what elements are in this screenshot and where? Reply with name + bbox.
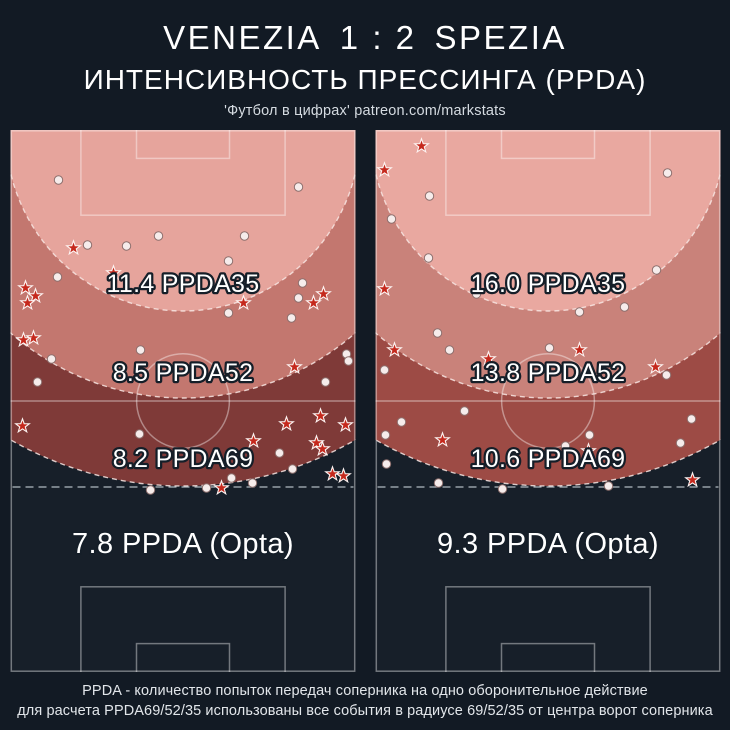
zone-label-ppda69: 8.2 PPDA69 [112,445,253,473]
footer-notes: PPDA - количество попыток передач соперн… [0,681,730,721]
chart-subtitle: ИНТЕНСИВНОСТЬ ПРЕССИНГА (PPDA) [83,64,647,95]
pass-dot [459,406,469,416]
pass-dot [603,481,613,491]
pitch-panels: 11.4 PPDA35 8.5 PPDA52 8.2 PPDA69 7.8 PP… [0,130,730,672]
pass-dot [226,473,236,483]
centre-circle [500,353,595,449]
pass-dot [121,241,131,251]
pass-dot [661,370,671,380]
pass-dot [239,231,249,241]
pass-dot [46,354,56,364]
away-team-name: SPEZIA [434,19,567,56]
pass-dot [135,345,145,355]
pass-dot [153,231,163,241]
zone-35m [10,130,355,311]
markers-layer [376,138,700,494]
pass-dot [286,313,296,323]
header: VENEZIA 1 : 2 SPEZIA ИНТЕНСИВНОСТЬ ПРЕСС… [0,0,730,119]
pass-dot [396,417,406,427]
pitch-panel-venezia: 11.4 PPDA35 8.5 PPDA52 8.2 PPDA69 7.8 PP… [10,130,355,672]
pass-dot [32,377,42,387]
pass-dot [686,414,696,424]
pitch-markings [375,130,720,672]
goal-area-bottom [500,642,595,672]
pass-dot [134,429,144,439]
home-team-name: VENEZIA [163,19,322,56]
pass-dot [53,175,63,185]
pass-dot [497,484,507,494]
pass-dot [619,302,629,312]
pass-dot [444,345,454,355]
pass-dot [145,485,155,495]
ppda-definition-line: PPDA - количество попыток передач соперн… [82,683,648,699]
pass-dot [651,265,661,275]
pass-dot [201,483,211,493]
pass-dot [293,293,303,303]
zone-label-ppda52: 8.5 PPDA52 [112,359,253,387]
pass-dot [247,478,257,488]
zone-label-ppda35: 11.4 PPDA35 [106,270,259,298]
penalty-area-bottom [444,586,651,672]
pass-dot [343,356,353,366]
goal-area-bottom [135,642,230,672]
pass-dot [560,441,570,451]
pass-dot [471,289,481,299]
pass-dot [223,308,233,318]
penalty-area-top [79,130,286,216]
credit-line: 'Футбол в цифрах' patreon.com/markstats [224,103,506,119]
pass-dot [320,377,330,387]
opta-ppda-label: 7.8 PPDA (Opta) [72,528,294,560]
zone-35m [375,130,720,311]
pass-dot [584,430,594,440]
match-score: 1 : 2 [339,19,417,56]
zone-boundaries [10,169,355,488]
opta-ppda-label: 9.3 PPDA (Opta) [437,528,659,560]
zone-label-ppda35: 16.0 PPDA35 [470,270,625,298]
pass-dot [675,438,685,448]
pass-dot [432,328,442,338]
pass-dot [424,191,434,201]
pass-dot [297,278,307,288]
pass-dot [423,253,433,263]
zone-label-ppda52: 13.8 PPDA52 [470,359,625,387]
pitch-markings [10,130,355,672]
zone-boundaries [375,169,720,488]
pass-dot [52,272,62,282]
pass-dot [662,168,672,178]
penalty-area-top [444,130,651,216]
zone-label-ppda69: 10.6 PPDA69 [470,445,625,473]
pass-dot [380,430,390,440]
centre-circle [135,353,230,449]
pass-dot [574,307,584,317]
goal-area-top [135,130,230,160]
pass-dot [386,214,396,224]
pass-dot [433,478,443,488]
pass-dot [293,182,303,192]
markers-layer [14,175,353,495]
pass-dot [544,343,554,353]
pass-dot [223,256,233,266]
pass-dot [379,365,389,375]
pass-dot [274,448,284,458]
ppda-method-line: для расчета PPDA69/52/35 использованы вс… [17,703,713,719]
pass-dot [381,459,391,469]
goal-area-top [500,130,595,160]
penalty-area-bottom [79,586,286,672]
pitch-panel-spezia: 16.0 PPDA35 13.8 PPDA52 10.6 PPDA69 9.3 … [375,130,720,672]
pass-dot [82,240,92,250]
pass-dot [287,464,297,474]
match-title: VENEZIA 1 : 2 SPEZIA [0,19,730,57]
